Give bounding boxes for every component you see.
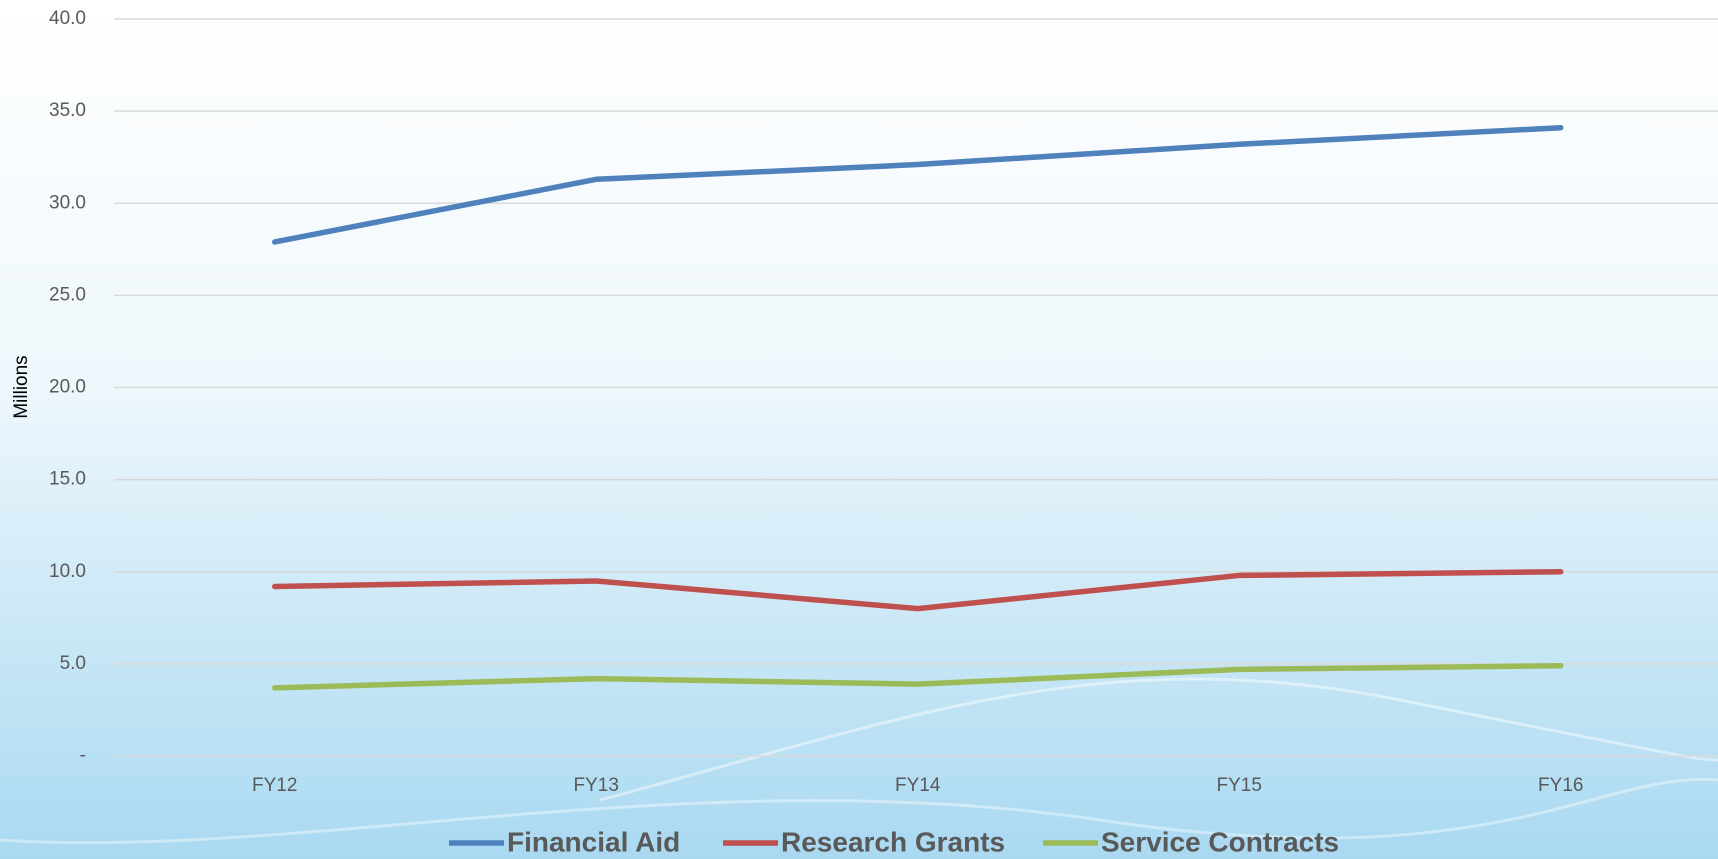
y-tick-label: 30.0 bbox=[49, 192, 86, 213]
y-tick-label: 25.0 bbox=[49, 284, 86, 305]
y-tick-label: 40.0 bbox=[49, 8, 86, 29]
x-tick-label: FY13 bbox=[574, 775, 619, 796]
y-tick-label: 35.0 bbox=[49, 100, 86, 121]
y-tick-label: 20.0 bbox=[49, 377, 86, 398]
legend-text: Research Grants bbox=[781, 826, 1005, 857]
x-tick-label: FY16 bbox=[1538, 775, 1583, 796]
y-tick-label: 5.0 bbox=[60, 653, 86, 674]
x-tick-label: FY12 bbox=[252, 775, 297, 796]
y-axis-label: Millions bbox=[11, 355, 32, 418]
y-tick-label: 10.0 bbox=[49, 561, 86, 582]
y-tick-label: 15.0 bbox=[49, 469, 86, 490]
x-tick-label: FY14 bbox=[895, 775, 941, 796]
legend-text: Service Contracts bbox=[1101, 826, 1339, 857]
decor-wave bbox=[0, 777, 1718, 845]
y-tick-label: - bbox=[80, 745, 86, 766]
series-line bbox=[272, 124, 1564, 245]
series-line bbox=[272, 569, 1564, 612]
legend-text: Financial Aid bbox=[507, 826, 680, 857]
x-tick-label: FY15 bbox=[1217, 775, 1262, 796]
series-line bbox=[272, 662, 1564, 691]
